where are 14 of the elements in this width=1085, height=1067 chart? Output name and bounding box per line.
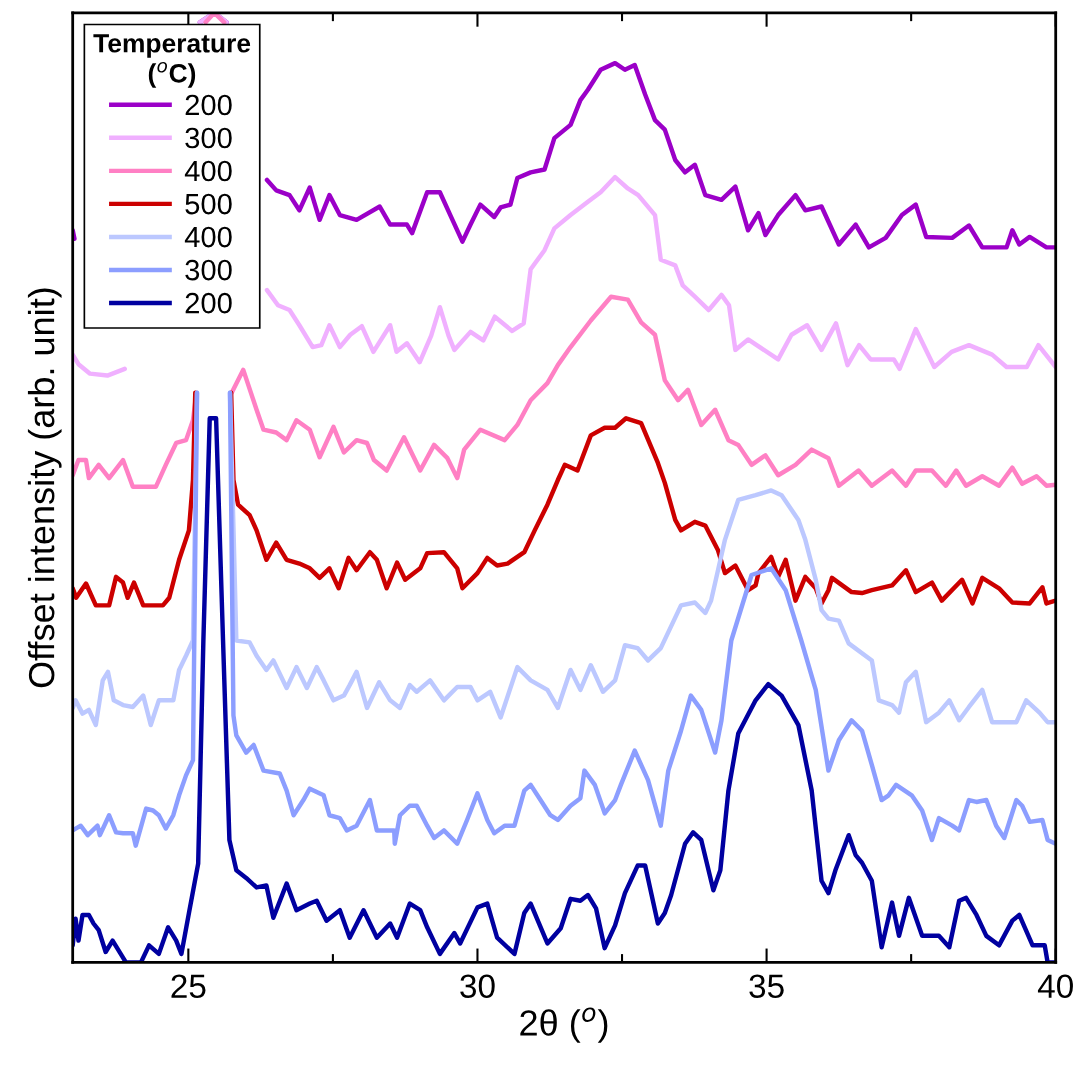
legend-label: 300 bbox=[185, 127, 232, 149]
legend-label: 500 bbox=[185, 193, 232, 215]
legend-label: 400 bbox=[184, 226, 232, 248]
x-tick-label: 30 bbox=[460, 974, 495, 999]
legend-title: Temperature ($^{o}$C) bbox=[93, 34, 251, 88]
legend-label: 300 bbox=[185, 259, 232, 281]
x-tick-label: 35 bbox=[749, 974, 784, 999]
x-axis-title: 2θ ($^{o}$) bbox=[520, 1007, 608, 1043]
x-tick-label: 25 bbox=[171, 974, 206, 999]
x-tick-label: 40 bbox=[1037, 974, 1073, 999]
y-axis-title: Offset intensity (arb. unit) bbox=[27, 288, 62, 688]
legend-label: 200 bbox=[185, 94, 232, 116]
legend-label: 400 bbox=[184, 160, 232, 182]
legend-label: 200 bbox=[185, 292, 232, 314]
